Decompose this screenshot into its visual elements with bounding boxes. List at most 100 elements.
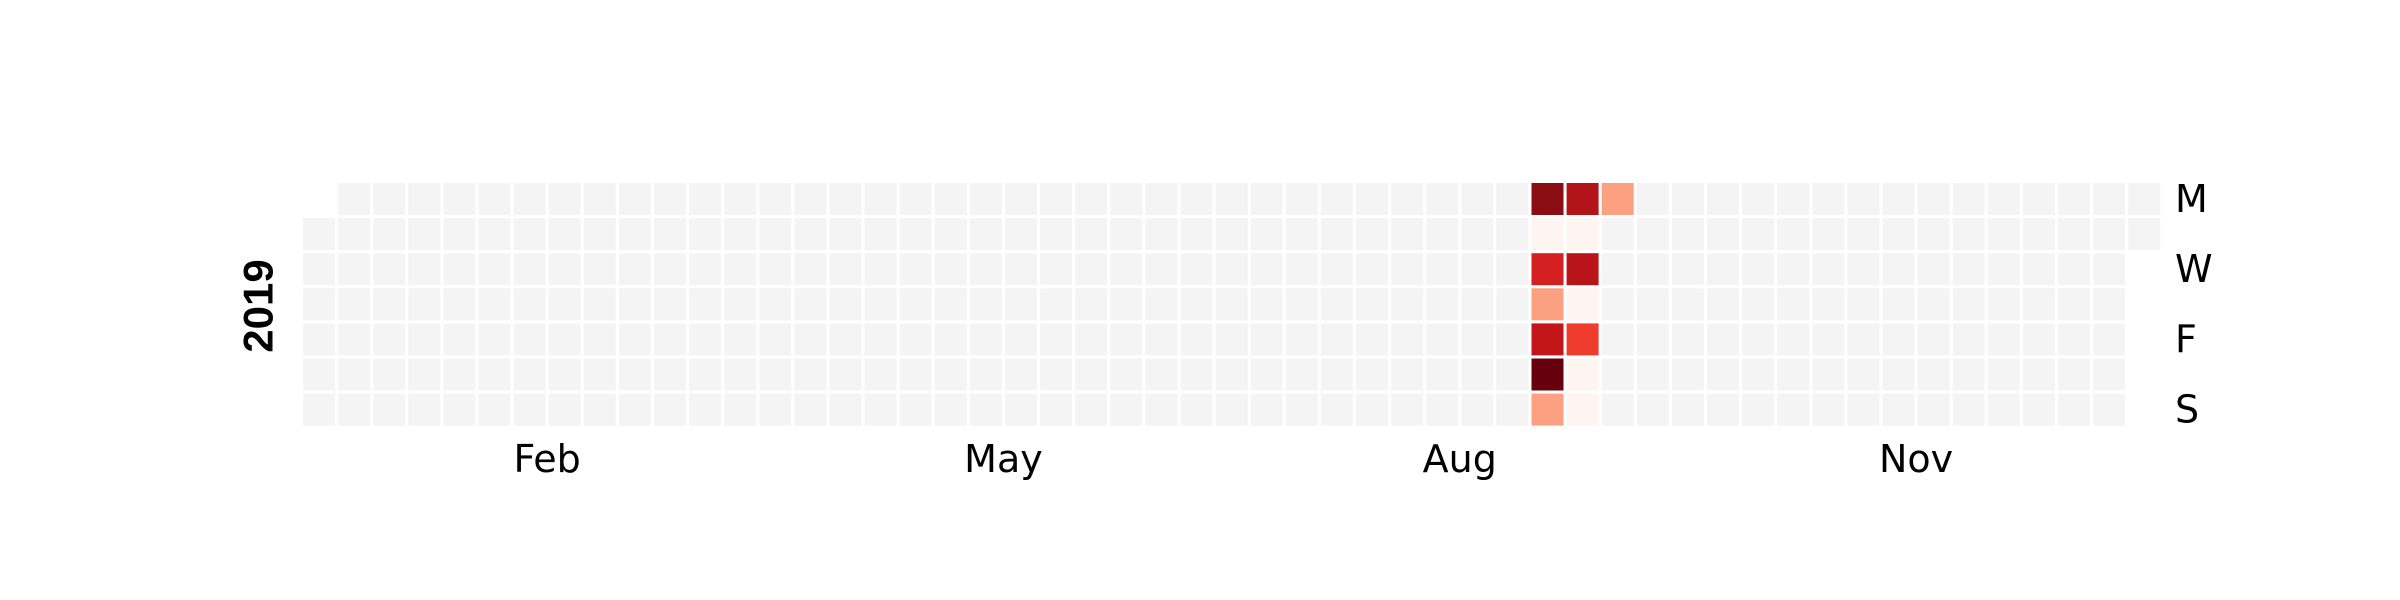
heatmap-cell xyxy=(478,323,511,356)
heatmap-cell xyxy=(689,358,722,391)
heatmap-cell xyxy=(1847,393,1880,426)
heatmap-cell xyxy=(1391,288,1424,321)
heatmap-cell xyxy=(1917,358,1950,391)
heatmap-cell xyxy=(1566,323,1599,356)
heatmap-cell xyxy=(934,183,967,215)
heatmap-cell xyxy=(478,218,511,251)
heatmap-cell xyxy=(1742,323,1775,356)
heatmap-cell xyxy=(1285,183,1318,215)
heatmap-cell xyxy=(829,393,862,426)
heatmap-cell xyxy=(1426,393,1459,426)
heatmap-cell xyxy=(969,183,1002,215)
heatmap-cell xyxy=(1531,183,1564,215)
heatmap-cell xyxy=(1110,183,1143,215)
heatmap-cell xyxy=(2022,323,2055,356)
heatmap-cell xyxy=(1320,183,1353,215)
heatmap-cell xyxy=(1777,288,1810,321)
heatmap-cell xyxy=(1917,323,1950,356)
heatmap-cell xyxy=(794,323,827,356)
weekday-label: F xyxy=(2175,317,2197,361)
heatmap-cell xyxy=(1110,323,1143,356)
heatmap-cell xyxy=(1812,288,1845,321)
heatmap-cell xyxy=(1110,393,1143,426)
heatmap-cell xyxy=(724,358,757,391)
heatmap-cell xyxy=(2093,218,2126,251)
heatmap-cell xyxy=(2093,288,2126,321)
heatmap-cell xyxy=(759,288,792,321)
heatmap-cell xyxy=(1145,323,1178,356)
heatmap-cell xyxy=(1180,393,1213,426)
heatmap-cell xyxy=(1917,218,1950,251)
heatmap-cell xyxy=(1040,288,1073,321)
heatmap-cell xyxy=(1566,393,1599,426)
heatmap-cell xyxy=(864,183,897,215)
heatmap-cell xyxy=(934,253,967,286)
heatmap-cell xyxy=(1531,218,1564,251)
heatmap-cell xyxy=(303,358,335,391)
heatmap-cell xyxy=(1812,358,1845,391)
heatmap-cell xyxy=(1777,253,1810,286)
heatmap-cell xyxy=(1987,253,2020,286)
heatmap-cell xyxy=(1145,253,1178,286)
heatmap-cell xyxy=(1461,288,1494,321)
heatmap-cell xyxy=(1356,323,1388,356)
heatmap-cell xyxy=(1812,218,1845,251)
heatmap-cell xyxy=(338,253,371,286)
heatmap-cell xyxy=(1250,183,1283,215)
heatmap-cell xyxy=(689,393,722,426)
heatmap-cell xyxy=(1847,288,1880,321)
heatmap-cell xyxy=(1215,393,1248,426)
heatmap-cell xyxy=(1882,288,1915,321)
heatmap-cell xyxy=(1145,358,1178,391)
heatmap-cell xyxy=(1917,288,1950,321)
heatmap-cell xyxy=(1426,253,1459,286)
heatmap-cell xyxy=(1005,393,1037,426)
heatmap-cell xyxy=(338,288,371,321)
heatmap-cell xyxy=(934,358,967,391)
heatmap-cell xyxy=(1847,323,1880,356)
heatmap-cell xyxy=(1531,253,1564,286)
heatmap-cell xyxy=(1812,393,1845,426)
heatmap-cell xyxy=(1671,183,1704,215)
month-label: Feb xyxy=(514,437,581,481)
heatmap-cell xyxy=(1040,393,1073,426)
heatmap-cell xyxy=(2093,358,2126,391)
heatmap-cell xyxy=(1601,393,1634,426)
heatmap-cell xyxy=(1040,323,1073,356)
heatmap-cell xyxy=(303,323,335,356)
heatmap-cell xyxy=(618,358,651,391)
heatmap-cell xyxy=(1320,218,1353,251)
heatmap-cell xyxy=(934,288,967,321)
heatmap-cell xyxy=(618,393,651,426)
heatmap-cell xyxy=(1496,288,1529,321)
heatmap-cell xyxy=(1847,253,1880,286)
heatmap-cell xyxy=(1777,183,1810,215)
heatmap-cell xyxy=(899,183,932,215)
heatmap-cell xyxy=(373,358,406,391)
heatmap-cell xyxy=(1882,393,1915,426)
heatmap-cell xyxy=(1707,358,1739,391)
heatmap-cell xyxy=(1531,288,1564,321)
heatmap-cell xyxy=(1812,253,1845,286)
heatmap-cell xyxy=(1180,253,1213,286)
heatmap-cell xyxy=(1707,323,1739,356)
heatmap-cell xyxy=(1040,218,1073,251)
heatmap-cell xyxy=(338,183,371,215)
heatmap-cell xyxy=(1987,323,2020,356)
heatmap-cell xyxy=(1356,183,1388,215)
heatmap-cell xyxy=(1601,218,1634,251)
heatmap-cell xyxy=(1005,253,1037,286)
heatmap-cell xyxy=(1426,288,1459,321)
heatmap-cell xyxy=(338,323,371,356)
heatmap-cell xyxy=(899,288,932,321)
heatmap-cell xyxy=(864,393,897,426)
heatmap-cell xyxy=(1671,218,1704,251)
heatmap-cell xyxy=(1426,183,1459,215)
heatmap-cell xyxy=(1250,253,1283,286)
heatmap-cell xyxy=(443,288,476,321)
heatmap-cell xyxy=(1987,288,2020,321)
year-label: 2019 xyxy=(235,259,282,352)
heatmap-cell xyxy=(583,323,616,356)
heatmap-cell xyxy=(654,183,686,215)
heatmap-cell xyxy=(1215,323,1248,356)
